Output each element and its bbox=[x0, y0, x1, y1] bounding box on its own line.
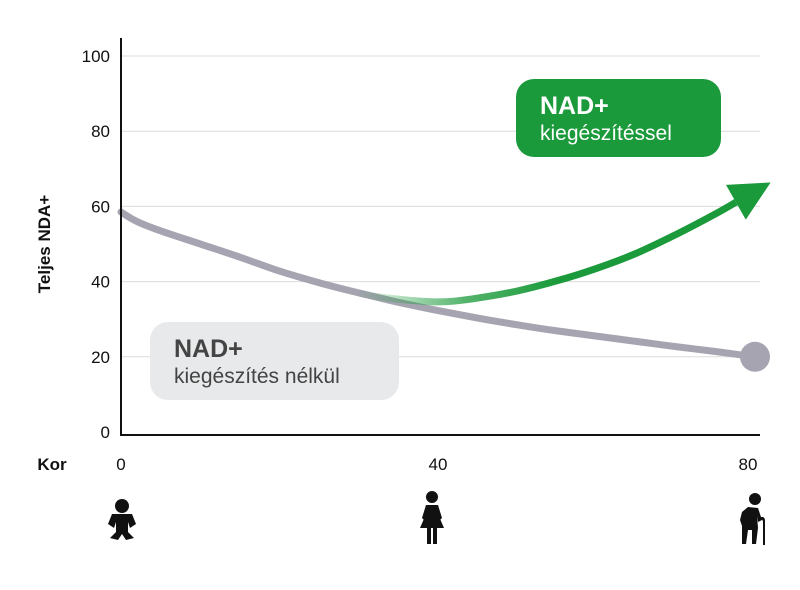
callout-without-supplement-box bbox=[150, 322, 399, 400]
y-tick-label: 0 bbox=[101, 423, 110, 442]
callout-without-supplement-subtitle: kiegészítés nélkül bbox=[174, 365, 340, 388]
woman-icon bbox=[420, 491, 444, 544]
callout-without-supplement-title: NAD+ bbox=[174, 335, 243, 363]
y-tick-label: 80 bbox=[91, 122, 110, 141]
series-line-with-supplement bbox=[358, 199, 738, 306]
y-tick-label: 40 bbox=[91, 273, 110, 292]
x-tick-label: 80 bbox=[739, 455, 758, 474]
elderly-person-icon bbox=[740, 493, 765, 545]
y-axis-label: Teljes NDA+ bbox=[35, 195, 54, 293]
x-tick-labels: 0 40 80 bbox=[116, 455, 757, 474]
arrow-head bbox=[725, 182, 771, 220]
series-line-without-supplement bbox=[117, 208, 759, 361]
callout-without-supplement: NAD+ kiegészítés nélkül bbox=[150, 322, 399, 400]
baby-icon bbox=[108, 499, 136, 540]
y-tick-label: 60 bbox=[91, 197, 110, 216]
x-tick-label: 40 bbox=[429, 455, 448, 474]
callout-with-supplement-subtitle: kiegészítéssel bbox=[540, 122, 672, 145]
x-axis-label: Kor bbox=[37, 455, 67, 474]
series-layer bbox=[117, 182, 771, 372]
callout-with-supplement: NAD+ kiegészítéssel bbox=[516, 79, 721, 157]
series-end-point bbox=[740, 341, 770, 372]
callout-with-supplement-box bbox=[516, 79, 721, 157]
y-tick-label: 100 bbox=[82, 47, 110, 66]
x-tick-label: 0 bbox=[116, 455, 125, 474]
y-tick-label: 20 bbox=[91, 348, 110, 367]
y-tick-labels: 0 20 40 60 80 100 bbox=[82, 47, 110, 442]
callout-with-supplement-title: NAD+ bbox=[540, 92, 609, 120]
